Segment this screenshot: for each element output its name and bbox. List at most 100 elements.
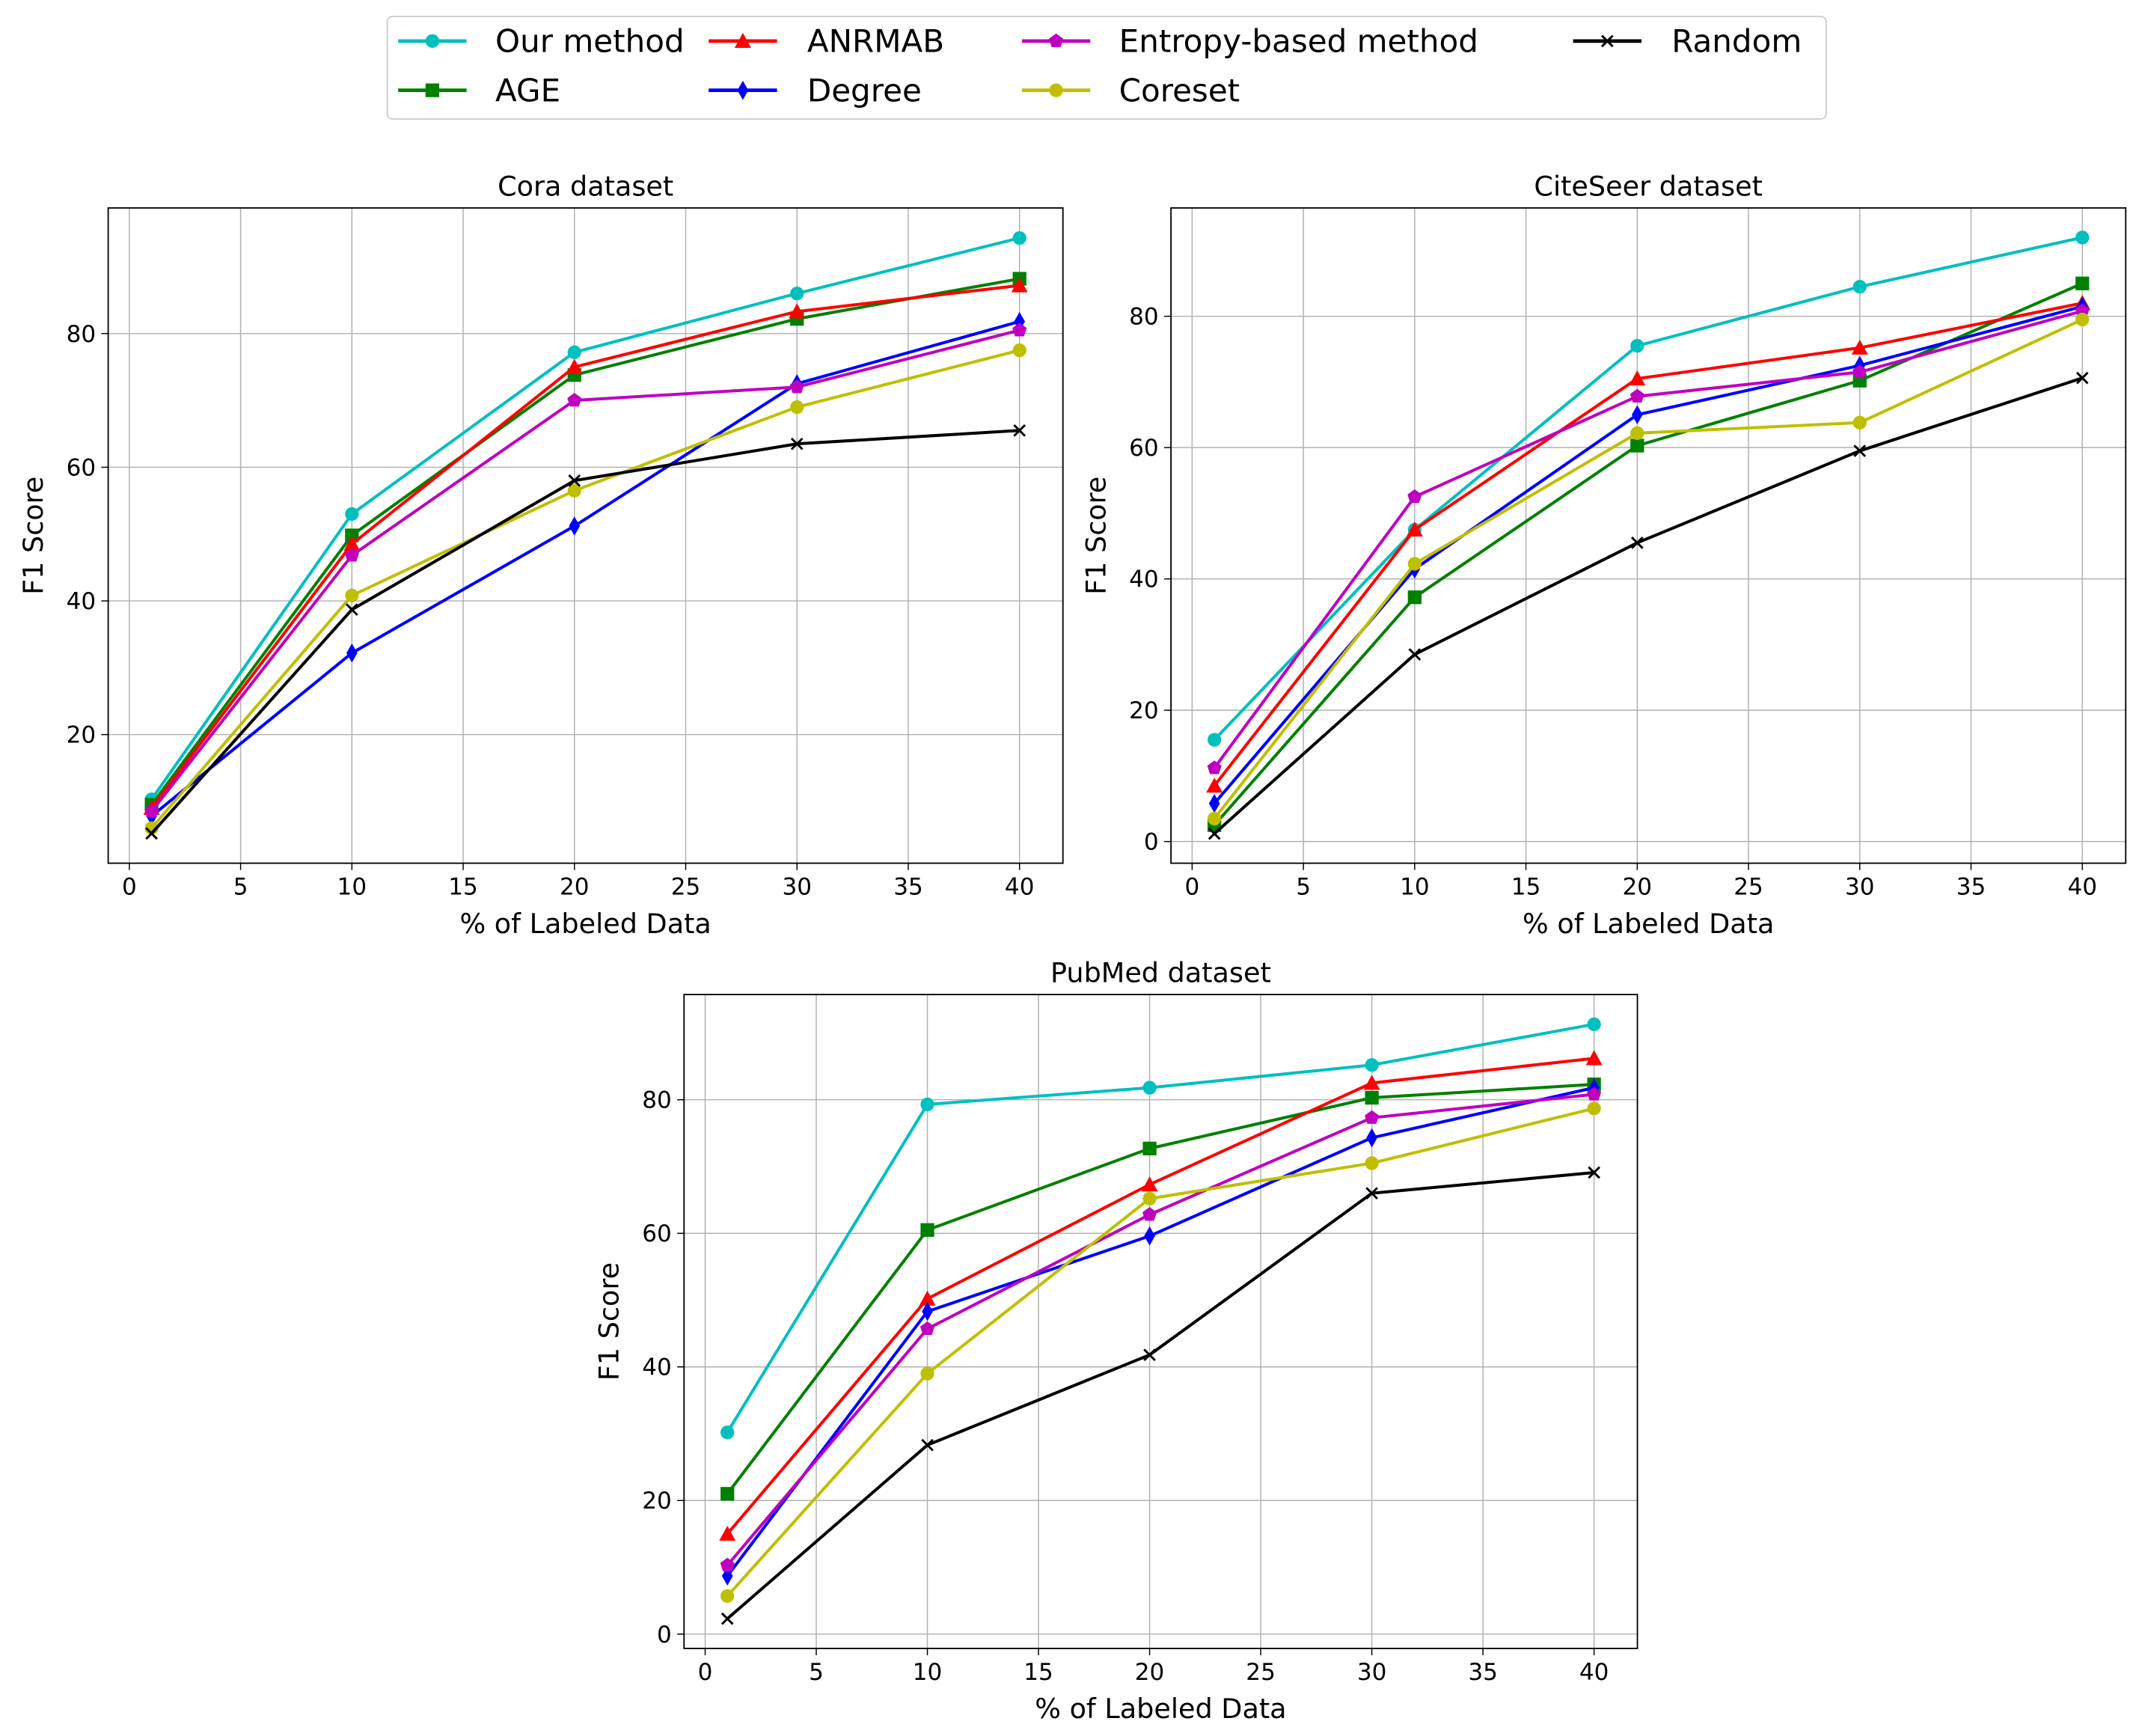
marker [1208,827,1221,840]
marker [1853,444,1867,457]
marker [790,400,804,415]
marker [1143,1348,1156,1362]
marker [1407,489,1422,504]
series-line [1213,302,2083,787]
marker [921,1438,934,1452]
marker [346,643,358,663]
y-tick-label: 40 [642,1354,672,1381]
marker [568,474,581,487]
x-tick-label: 10 [913,1659,943,1686]
x-tick-label: 25 [671,874,701,901]
marker [569,516,581,536]
marker [790,287,804,301]
x-tick-label: 0 [1185,874,1200,901]
marker [1206,777,1223,793]
marker [1630,438,1644,453]
series-line [726,1170,1594,1620]
legend-label: Coreset [1119,72,1240,109]
x-tick-label: 10 [1400,874,1430,901]
x-axis-label: % of Labeled Data [459,908,711,940]
marker [1406,521,1423,537]
marker [343,536,361,551]
marker [345,507,359,522]
legend-label: Our method [495,22,685,59]
marker [1408,648,1422,661]
marker [920,1223,934,1237]
series-line [1213,236,2083,742]
x-tick-label: 20 [1135,1659,1165,1686]
marker [919,1321,935,1336]
marker [2075,230,2090,245]
marker [1013,424,1026,437]
marker [789,379,804,394]
chart-title: CiteSeer dataset [1534,170,1762,202]
x-tick-label: 30 [782,874,812,901]
marker [345,603,358,617]
legend-label: Degree [807,72,922,109]
marker [1363,1075,1380,1090]
y-axis-label: F1 Score [17,477,49,595]
marker [1144,1226,1155,1246]
series-line [726,1022,1594,1434]
marker [1207,760,1222,774]
marker [345,588,359,603]
chart-title: Cora dataset [498,170,673,202]
legend-label: Random [1671,22,1802,59]
marker [1630,388,1644,403]
marker [566,358,583,374]
marker [720,1589,735,1604]
y-tick-label: 20 [642,1488,672,1515]
marker [1365,1187,1378,1200]
marker [1407,557,1422,571]
x-tick-label: 10 [337,874,367,901]
marker [920,1097,934,1112]
marker [2075,303,2090,317]
marker [1365,1156,1379,1170]
marker [1142,1141,1157,1156]
marker [720,1612,734,1625]
marker [1142,1081,1157,1095]
marker [720,1425,735,1440]
marker [919,1290,936,1306]
marker [1142,1191,1157,1205]
x-tick-label: 30 [1845,874,1875,901]
series-line [726,1057,1594,1535]
y-tick-label: 80 [1129,304,1159,331]
x-tick-label: 35 [1468,1659,1498,1686]
x-tick-label: 5 [233,874,248,901]
marker [1852,364,1867,379]
marker [2075,371,2089,385]
y-tick-label: 20 [67,722,97,749]
series-line [726,1107,1595,1598]
x-tick-label: 20 [560,874,590,901]
marker [1631,405,1643,425]
marker [144,804,159,818]
y-axis-label: F1 Score [593,1262,625,1381]
marker [1600,34,1614,48]
marker [1587,1086,1602,1101]
x-tick-label: 0 [698,1659,713,1686]
y-tick-label: 0 [1144,829,1159,856]
y-tick-label: 60 [67,454,97,481]
marker [1365,1058,1379,1072]
x-tick-label: 15 [448,874,478,901]
x-tick-label: 20 [1623,874,1653,901]
x-tick-label: 15 [1511,874,1541,901]
series-line [150,320,1021,818]
series-line [726,1086,1595,1577]
marker [1630,339,1644,353]
x-axis-label: % of Labeled Data [1523,908,1774,940]
x-tick-label: 30 [1357,1659,1387,1686]
marker [1852,415,1867,430]
chart-title: PubMed dataset [1050,957,1271,989]
marker [1587,1017,1601,1031]
y-tick-label: 80 [642,1087,672,1114]
marker [1207,811,1222,826]
marker [1207,733,1222,747]
marker [920,1366,934,1381]
marker [1366,1128,1377,1148]
y-tick-label: 60 [642,1220,672,1247]
plot-frame [107,207,1064,864]
marker [145,827,158,840]
series-line [1213,281,2084,827]
